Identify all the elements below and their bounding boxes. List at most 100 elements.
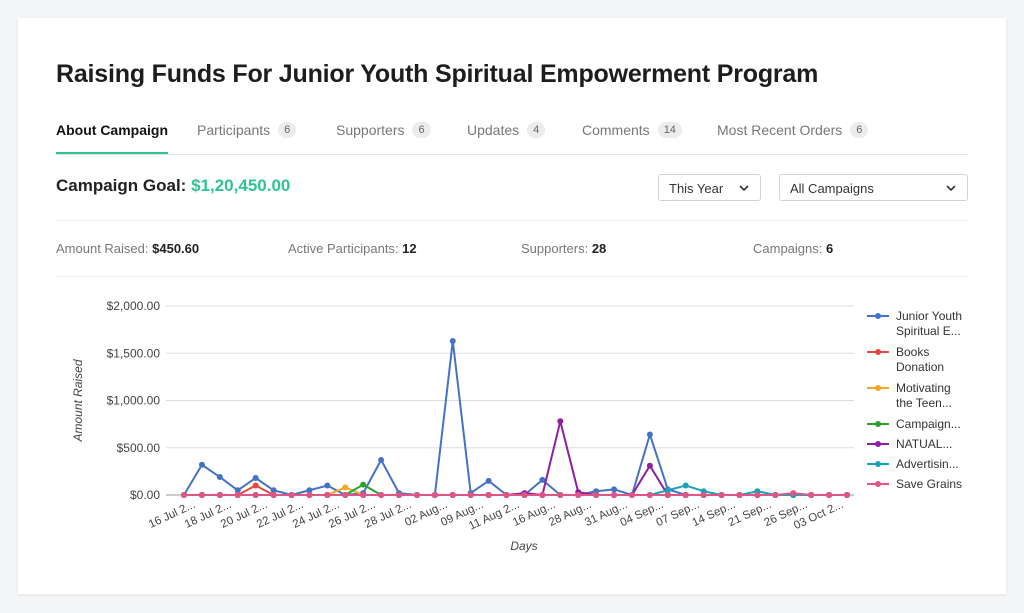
y-axis-label: Amount Raised — [71, 359, 85, 442]
data-point — [593, 492, 600, 498]
data-point — [342, 484, 349, 491]
data-point — [216, 474, 223, 481]
tab-label: Updates — [467, 122, 520, 138]
data-point — [306, 492, 313, 498]
goal-amount: $1,20,450.00 — [191, 176, 291, 195]
count-badge: 6 — [412, 122, 431, 138]
tab-supporters[interactable]: Supporters 6 — [336, 118, 431, 154]
data-point — [234, 492, 241, 498]
y-tick-label: $2,000.00 — [107, 299, 161, 313]
legend-swatch-marker — [875, 349, 881, 355]
data-point — [324, 492, 331, 498]
data-point — [198, 492, 205, 498]
data-point — [700, 492, 707, 498]
tab-participants[interactable]: Participants 6 — [197, 118, 297, 154]
legend-label: Campaign... — [896, 417, 961, 431]
campaigns-select[interactable]: All Campaigns — [779, 174, 968, 201]
data-point — [324, 482, 331, 489]
data-point — [306, 487, 313, 494]
data-point — [718, 492, 725, 498]
data-point — [252, 492, 259, 498]
stat-supporters: Supporters: 28 — [521, 241, 606, 256]
data-point — [449, 492, 456, 498]
data-point — [664, 492, 671, 498]
campaign-goal: Campaign Goal: $1,20,450.00 — [56, 176, 290, 196]
data-point — [646, 431, 653, 438]
legend-swatch-marker — [875, 421, 881, 427]
data-point — [342, 492, 349, 498]
data-point — [521, 492, 528, 498]
y-tick-label: $500.00 — [117, 441, 161, 455]
tab-updates[interactable]: Updates 4 — [467, 118, 546, 154]
y-tick-label: $1,500.00 — [107, 346, 161, 360]
page-title: Raising Funds For Junior Youth Spiritual… — [56, 60, 819, 88]
tab-label: Most Recent Orders — [717, 122, 843, 138]
data-point — [646, 492, 653, 498]
period-select[interactable]: This Year — [658, 174, 761, 201]
stat-value: 6 — [826, 241, 834, 256]
y-tick-label: $1,000.00 — [107, 394, 161, 408]
data-point — [198, 461, 205, 468]
data-point — [467, 492, 474, 498]
tab-label: Supporters — [336, 122, 405, 138]
data-point — [252, 482, 259, 489]
legend-swatch-marker — [875, 441, 881, 447]
data-point — [181, 492, 187, 498]
legend-label: NATUAL... — [896, 437, 952, 451]
tab-bar: About Campaign Participants 6 Supporters… — [56, 118, 968, 155]
data-point — [826, 492, 833, 498]
goal-label: Campaign Goal: — [56, 176, 187, 195]
x-axis-label: Days — [510, 539, 537, 553]
tab-label: About Campaign — [56, 122, 168, 138]
stat-value: 28 — [591, 241, 607, 256]
data-point — [378, 492, 385, 498]
data-point — [431, 492, 438, 498]
data-point — [216, 492, 223, 498]
data-point — [575, 492, 582, 498]
stat-campaigns: Campaigns: 6 — [753, 241, 833, 256]
stat-value: $450.60 — [152, 241, 200, 256]
data-point — [539, 492, 546, 498]
stat-amount-raised: Amount Raised: $450.60 — [56, 241, 199, 256]
stat-label: Campaigns: — [753, 241, 823, 256]
data-point — [485, 477, 492, 484]
data-point — [378, 457, 385, 464]
data-point — [682, 482, 689, 489]
legend-label: Books Donation — [896, 345, 944, 374]
legend-swatch-marker — [875, 385, 881, 391]
amount-raised-chart: $0.00 $500.00 $1,000.00 $1,500.00 $2,000.00 A… — [71, 299, 962, 553]
data-point — [449, 337, 456, 344]
tab-comments[interactable]: Comments 14 — [582, 118, 682, 154]
data-point — [270, 487, 277, 494]
data-point — [396, 492, 403, 498]
data-point — [611, 492, 618, 498]
tab-most-recent-orders[interactable]: Most Recent Orders 6 — [717, 118, 869, 154]
data-point — [485, 492, 492, 498]
tab-about-campaign[interactable]: About Campaign — [56, 118, 168, 154]
divider — [56, 220, 968, 221]
count-badge: 6 — [850, 122, 869, 138]
chevron-down-icon — [739, 185, 749, 192]
data-point — [772, 492, 779, 498]
data-point — [252, 474, 259, 481]
data-point — [808, 492, 815, 498]
data-point — [360, 492, 367, 498]
legend-swatch-marker — [875, 481, 881, 487]
data-point — [270, 492, 277, 498]
data-point — [754, 492, 761, 498]
stat-active-participants: Active Participants: 12 — [288, 241, 417, 256]
data-point — [557, 492, 564, 498]
data-point — [288, 492, 295, 498]
count-badge: 4 — [527, 122, 546, 138]
campaigns-select-value: All Campaigns — [790, 181, 874, 196]
legend-label: Advertisin... — [896, 457, 959, 471]
legend-swatch-marker — [875, 313, 881, 319]
legend-label: Save Grains — [896, 477, 962, 491]
data-point — [646, 462, 653, 469]
y-tick-label: $0.00 — [130, 488, 160, 502]
data-point — [503, 492, 510, 498]
chevron-down-icon — [946, 185, 956, 192]
campaign-card: Raising Funds For Junior Youth Spiritual… — [18, 18, 1006, 594]
data-point — [790, 490, 797, 497]
data-point — [413, 492, 420, 498]
